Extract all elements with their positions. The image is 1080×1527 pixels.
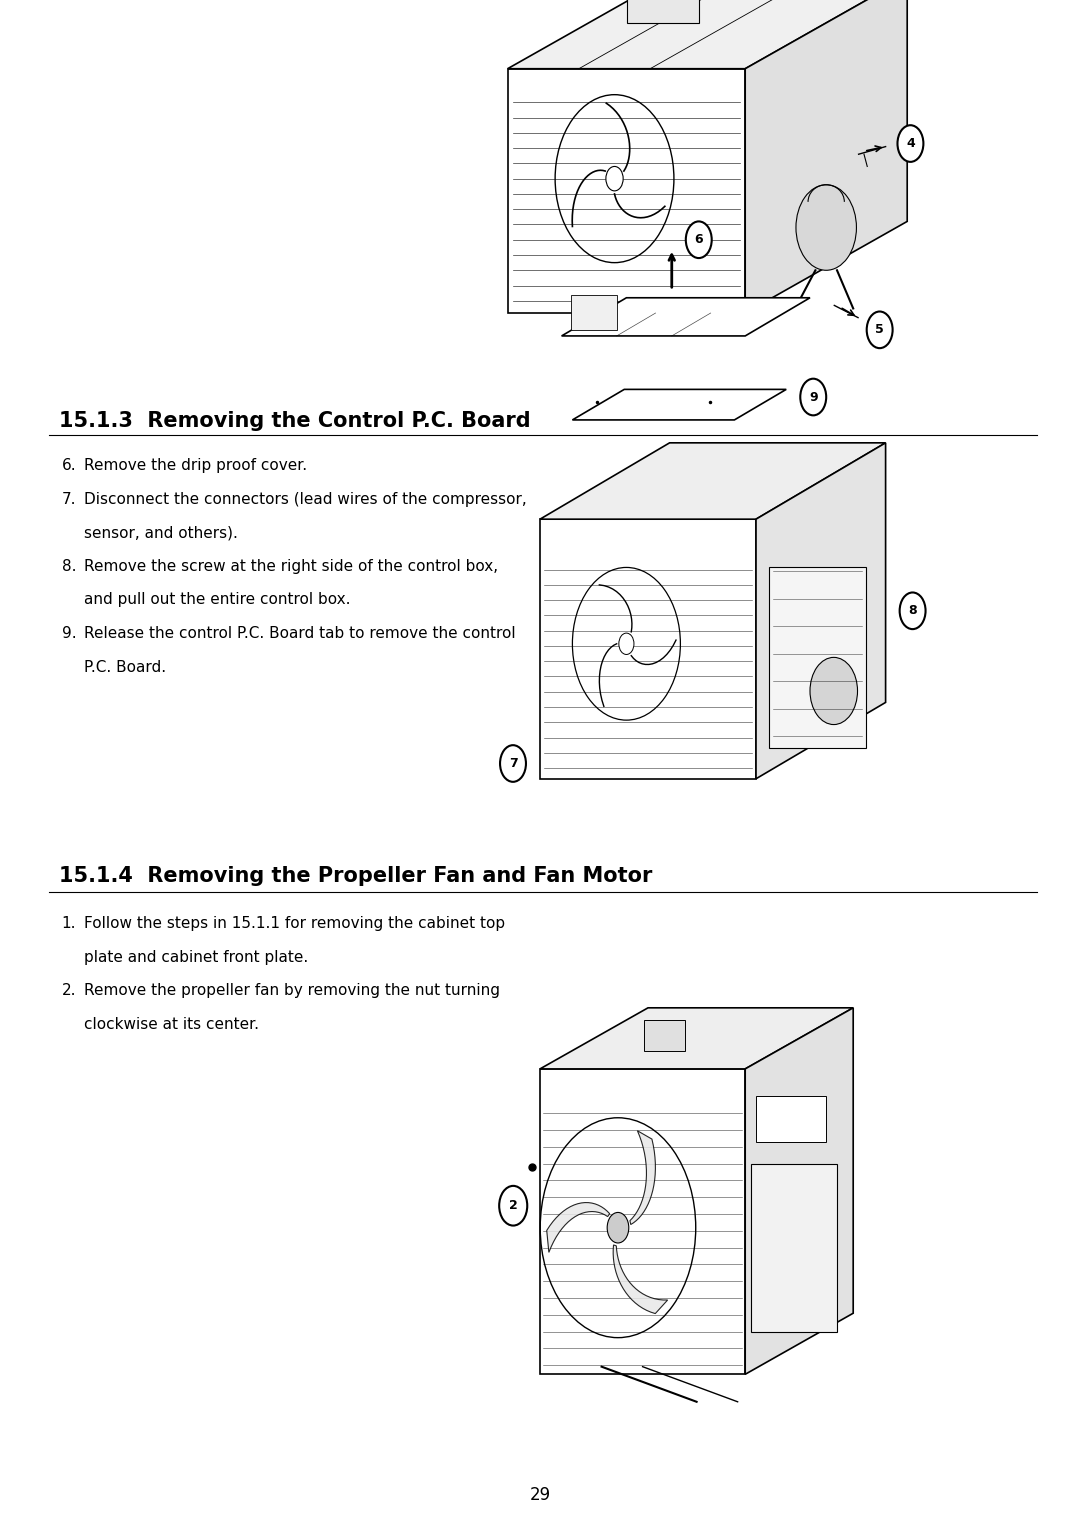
- Bar: [540, 519, 756, 779]
- Polygon shape: [572, 389, 786, 420]
- Text: Remove the drip proof cover.: Remove the drip proof cover.: [84, 458, 308, 473]
- Text: Disconnect the connectors (lead wires of the compressor,: Disconnect the connectors (lead wires of…: [84, 492, 527, 507]
- Circle shape: [866, 312, 892, 348]
- Circle shape: [897, 125, 923, 162]
- Text: 2.: 2.: [62, 983, 76, 999]
- Circle shape: [499, 1186, 527, 1226]
- Polygon shape: [508, 0, 907, 69]
- Text: Remove the screw at the right side of the control box,: Remove the screw at the right side of th…: [84, 559, 498, 574]
- Circle shape: [686, 221, 712, 258]
- Polygon shape: [613, 1245, 667, 1313]
- Polygon shape: [756, 443, 886, 779]
- Circle shape: [606, 166, 623, 191]
- Text: 9.: 9.: [62, 626, 77, 641]
- Text: 7.: 7.: [62, 492, 76, 507]
- Text: and pull out the entire control box.: and pull out the entire control box.: [84, 592, 351, 608]
- Text: 1.: 1.: [62, 916, 76, 931]
- Text: P.C. Board.: P.C. Board.: [84, 660, 166, 675]
- Circle shape: [500, 745, 526, 782]
- Bar: [627, 0, 699, 23]
- Text: 6: 6: [694, 234, 703, 246]
- Circle shape: [619, 634, 634, 655]
- Polygon shape: [562, 298, 810, 336]
- Circle shape: [810, 657, 858, 725]
- Text: Remove the propeller fan by removing the nut turning: Remove the propeller fan by removing the…: [84, 983, 500, 999]
- Polygon shape: [745, 1008, 853, 1374]
- Circle shape: [800, 379, 826, 415]
- Text: Follow the steps in 15.1.1 for removing the cabinet top: Follow the steps in 15.1.1 for removing …: [84, 916, 505, 931]
- Text: 15.1.3  Removing the Control P.C. Board: 15.1.3 Removing the Control P.C. Board: [59, 411, 531, 431]
- Polygon shape: [630, 1132, 656, 1225]
- Text: 8: 8: [908, 605, 917, 617]
- Polygon shape: [745, 0, 907, 313]
- Circle shape: [607, 1212, 629, 1243]
- Text: 2: 2: [509, 1199, 517, 1212]
- Circle shape: [796, 185, 856, 270]
- Bar: [769, 567, 866, 748]
- Bar: [644, 1020, 686, 1051]
- Bar: [751, 1164, 837, 1332]
- Bar: [570, 296, 617, 330]
- Text: 6.: 6.: [62, 458, 77, 473]
- Text: 7: 7: [509, 757, 517, 770]
- Bar: [540, 1069, 745, 1374]
- Bar: [756, 1096, 826, 1142]
- Text: 5: 5: [875, 324, 885, 336]
- Text: 4: 4: [906, 137, 915, 150]
- Bar: [508, 69, 745, 313]
- Polygon shape: [540, 443, 886, 519]
- Text: sensor, and others).: sensor, and others).: [84, 525, 238, 541]
- Text: 29: 29: [529, 1486, 551, 1504]
- Text: plate and cabinet front plate.: plate and cabinet front plate.: [84, 950, 309, 965]
- Text: Release the control P.C. Board tab to remove the control: Release the control P.C. Board tab to re…: [84, 626, 516, 641]
- Polygon shape: [546, 1203, 609, 1252]
- Circle shape: [900, 592, 926, 629]
- Text: 8.: 8.: [62, 559, 76, 574]
- Polygon shape: [540, 1008, 853, 1069]
- Text: 9: 9: [809, 391, 818, 403]
- Text: 15.1.4  Removing the Propeller Fan and Fan Motor: 15.1.4 Removing the Propeller Fan and Fa…: [59, 866, 652, 886]
- Text: clockwise at its center.: clockwise at its center.: [84, 1017, 259, 1032]
